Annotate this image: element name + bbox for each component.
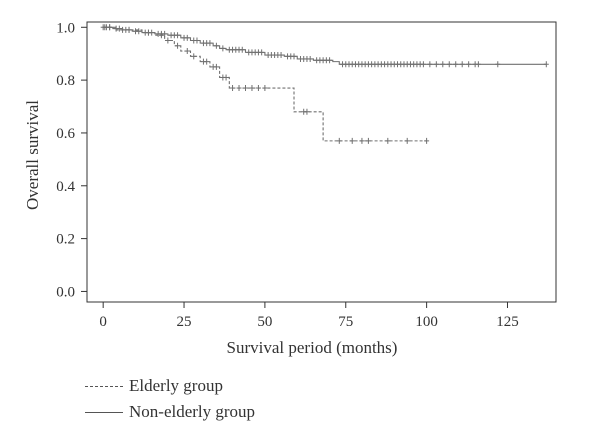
- censor-mark: [475, 61, 481, 68]
- censor-mark: [385, 137, 391, 144]
- censor-mark: [327, 57, 333, 64]
- censor-mark: [213, 63, 219, 70]
- censor-mark: [213, 42, 219, 49]
- y-axis-label: Overall survival: [23, 100, 42, 210]
- censor-mark: [236, 85, 242, 92]
- series-layer: [100, 24, 549, 144]
- censor-mark: [136, 28, 142, 35]
- censor-mark: [184, 48, 190, 55]
- censor-mark: [453, 61, 459, 68]
- censor-mark: [404, 137, 410, 144]
- censor-mark: [239, 46, 245, 53]
- censor-mark: [255, 85, 261, 92]
- censor-mark: [446, 61, 452, 68]
- censor-mark: [220, 45, 226, 52]
- x-tick-label: 50: [257, 314, 272, 330]
- y-tick-label: 0.0: [56, 284, 75, 300]
- plot-border: [86, 21, 557, 303]
- censor-mark: [165, 37, 171, 44]
- censor-mark: [207, 40, 213, 47]
- censor-mark: [184, 34, 190, 41]
- x-tick-label: 75: [338, 314, 353, 330]
- censor-mark: [230, 85, 236, 92]
- censor-mark: [262, 85, 268, 92]
- series-line-non-elderly-group: [103, 26, 547, 65]
- x-tick-label: 0: [99, 314, 107, 330]
- plot-frame: [86, 21, 557, 303]
- series-line-elderly-group: [103, 26, 427, 142]
- censor-mark: [459, 61, 465, 68]
- censor-mark: [307, 55, 313, 62]
- censor-mark: [359, 137, 365, 144]
- censor-mark: [466, 61, 472, 68]
- y-tick-label: 1.0: [56, 20, 75, 36]
- censor-mark: [126, 26, 132, 33]
- censor-mark: [116, 25, 122, 32]
- censor-mark: [259, 49, 265, 56]
- legend-item-elderly: Elderly group: [85, 373, 255, 399]
- censor-mark: [440, 61, 446, 68]
- legend-swatch-solid: [85, 411, 123, 413]
- censor-mark: [191, 53, 197, 60]
- censor-marks-elderly-group: [102, 24, 430, 144]
- x-tick-label: 25: [177, 314, 192, 330]
- censor-mark: [291, 53, 297, 60]
- legend-label-non-elderly: Non-elderly group: [129, 402, 256, 421]
- censor-mark: [427, 61, 433, 68]
- censor-mark: [223, 74, 229, 81]
- censor-mark: [194, 37, 200, 44]
- x-tick-label: 125: [496, 314, 519, 330]
- censor-mark: [433, 61, 439, 68]
- x-axis-label: Survival period (months): [227, 338, 398, 357]
- censor-mark: [349, 137, 355, 144]
- censor-mark: [365, 137, 371, 144]
- y-tick-label: 0.8: [56, 73, 75, 89]
- legend-swatch-dashed: [85, 385, 123, 387]
- y-tick-label: 0.4: [56, 179, 75, 195]
- y-tick-label: 0.6: [56, 126, 75, 142]
- y-tick-label: 0.2: [56, 232, 75, 248]
- censor-mark: [495, 61, 501, 68]
- censor-mark: [162, 30, 168, 37]
- censor-mark: [204, 58, 210, 65]
- legend: Elderly group Non-elderly group: [85, 373, 255, 425]
- censor-mark: [149, 29, 155, 36]
- censor-mark: [107, 24, 113, 31]
- censor-mark: [420, 61, 426, 68]
- legend-label-elderly: Elderly group: [129, 376, 223, 395]
- censor-mark: [242, 85, 248, 92]
- censor-mark: [543, 61, 549, 68]
- legend-item-non-elderly: Non-elderly group: [85, 399, 255, 425]
- censor-mark: [304, 108, 310, 115]
- censor-mark: [175, 32, 181, 39]
- censor-mark: [336, 137, 342, 144]
- censor-mark: [424, 137, 430, 144]
- x-tick-label: 100: [415, 314, 438, 330]
- censor-mark: [249, 85, 255, 92]
- censor-marks-non-elderly-group: [100, 24, 549, 68]
- ticks-layer: 0 25 50 75 100 125 0.0 0.2 0.4 0.6 0.8 1.0: [56, 20, 518, 330]
- censor-mark: [175, 42, 181, 49]
- censor-mark: [278, 52, 284, 59]
